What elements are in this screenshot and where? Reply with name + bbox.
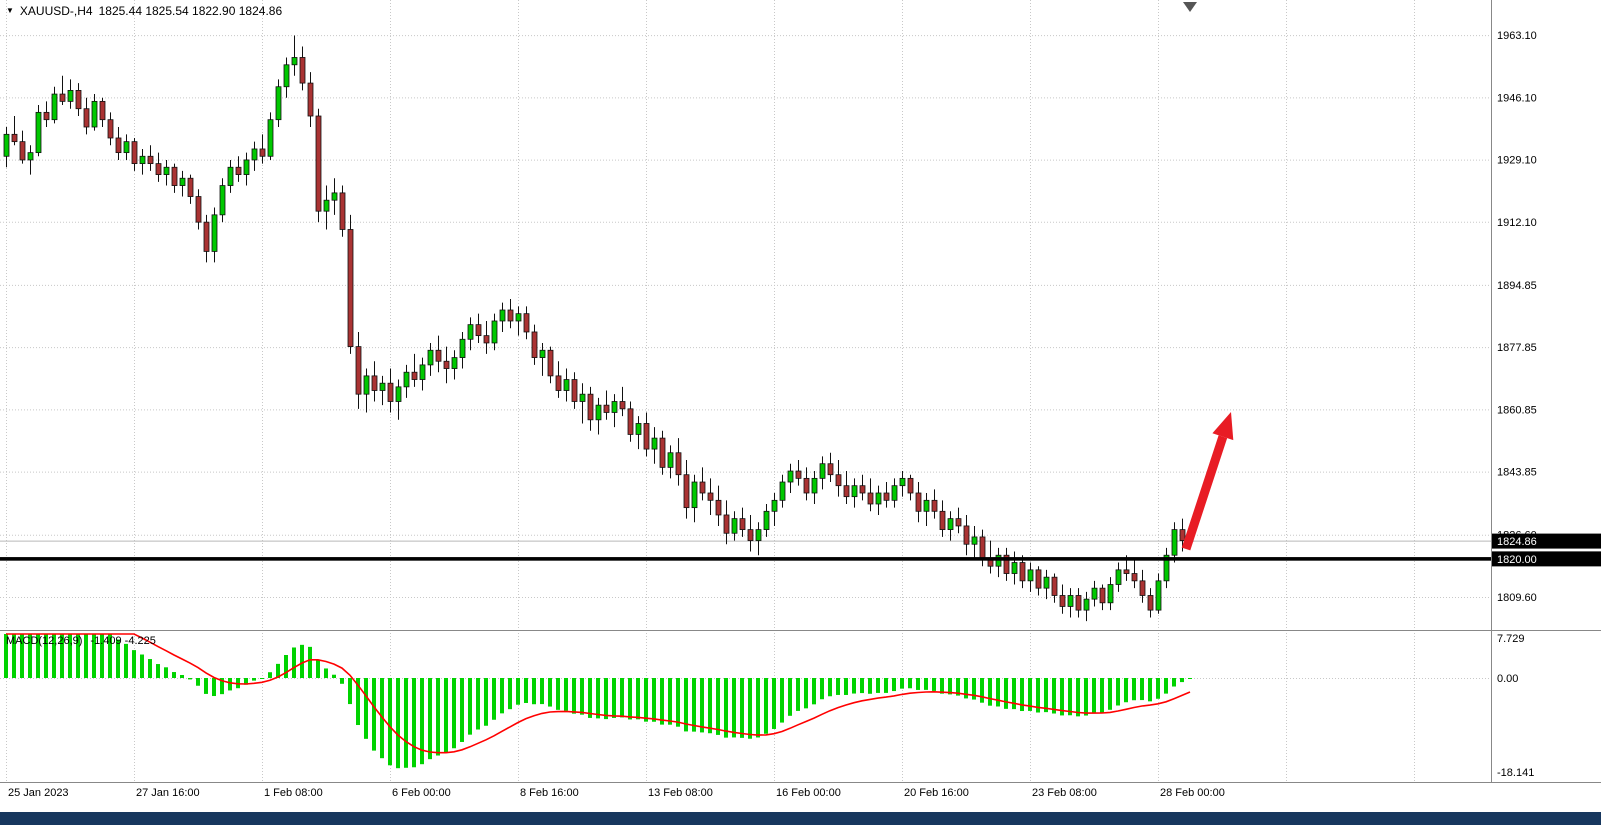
time-axis-label: 8 Feb 16:00 xyxy=(520,787,579,799)
time-axis-label: 16 Feb 00:00 xyxy=(776,787,841,799)
time-axis-label: 20 Feb 16:00 xyxy=(904,787,969,799)
horizontal-line-1820[interactable] xyxy=(0,557,1601,561)
price-axis-label: 1843.85 xyxy=(1497,467,1537,479)
price-tag-current-text: 1824.86 xyxy=(1497,536,1537,548)
price-tag-hline-text: 1820.00 xyxy=(1497,554,1537,566)
price-axis-label: 1860.85 xyxy=(1497,404,1537,416)
time-axis-label: 1 Feb 08:00 xyxy=(264,787,323,799)
macd-histogram xyxy=(4,634,1192,769)
trend-arrow[interactable] xyxy=(1181,412,1234,551)
macd-signal-line xyxy=(6,633,1191,754)
time-axis-label: 25 Jan 2023 xyxy=(8,787,69,799)
price-tag-current xyxy=(1492,533,1601,549)
time-axis[interactable]: 25 Jan 2023 27 Jan 16:00 1 Feb 08:00 6 Feb … xyxy=(8,787,1225,799)
time-axis-label: 13 Feb 08:00 xyxy=(648,787,713,799)
time-axis-label: 6 Feb 00:00 xyxy=(392,787,451,799)
price-axis-label: 1946.10 xyxy=(1497,92,1537,104)
price-axis-label: 1912.10 xyxy=(1497,217,1537,229)
price-axis[interactable]: 1963.10 1946.10 1929.10 1912.10 1894.85 1877.… xyxy=(1497,30,1537,779)
symbol-ohlc-label: ▼ XAUUSD-,H4 1825.44 1825.54 1822.90 182… xyxy=(6,4,282,18)
price-axis-label: 1877.85 xyxy=(1497,342,1537,354)
macd-axis-label: 0.00 xyxy=(1497,673,1518,685)
grid-layer xyxy=(0,0,1491,782)
candles-layer xyxy=(3,35,1194,622)
macd-axis-label: 7.729 xyxy=(1497,633,1525,645)
price-axis-label: 1929.10 xyxy=(1497,155,1537,167)
macd-name: MACD(12,26,9) xyxy=(6,635,83,647)
price-axis-label: 1963.10 xyxy=(1497,30,1537,42)
time-axis-label: 23 Feb 08:00 xyxy=(1032,787,1097,799)
time-axis-label: 28 Feb 00:00 xyxy=(1160,787,1225,799)
window-bottom-strip xyxy=(0,812,1601,825)
macd-indicator-label: MACD(12,26,9) -1.409 -4.225 xyxy=(6,635,156,647)
price-axis-label: 1809.60 xyxy=(1497,592,1537,604)
one-click-trading-arrow-icon[interactable]: ▼ xyxy=(6,6,14,15)
chart-shift-marker-icon[interactable] xyxy=(1183,2,1197,12)
symbol-period-label: XAUUSD-,H4 xyxy=(19,4,93,18)
ohlc-values: 1825.44 1825.54 1822.90 1824.86 xyxy=(98,4,283,18)
price-axis-label: 1894.85 xyxy=(1497,280,1537,292)
price-tag-hline xyxy=(1492,551,1601,567)
time-axis-label: 27 Jan 16:00 xyxy=(136,787,200,799)
macd-axis-label: -18.141 xyxy=(1497,767,1534,779)
macd-values: -1.409 -4.225 xyxy=(90,635,156,647)
